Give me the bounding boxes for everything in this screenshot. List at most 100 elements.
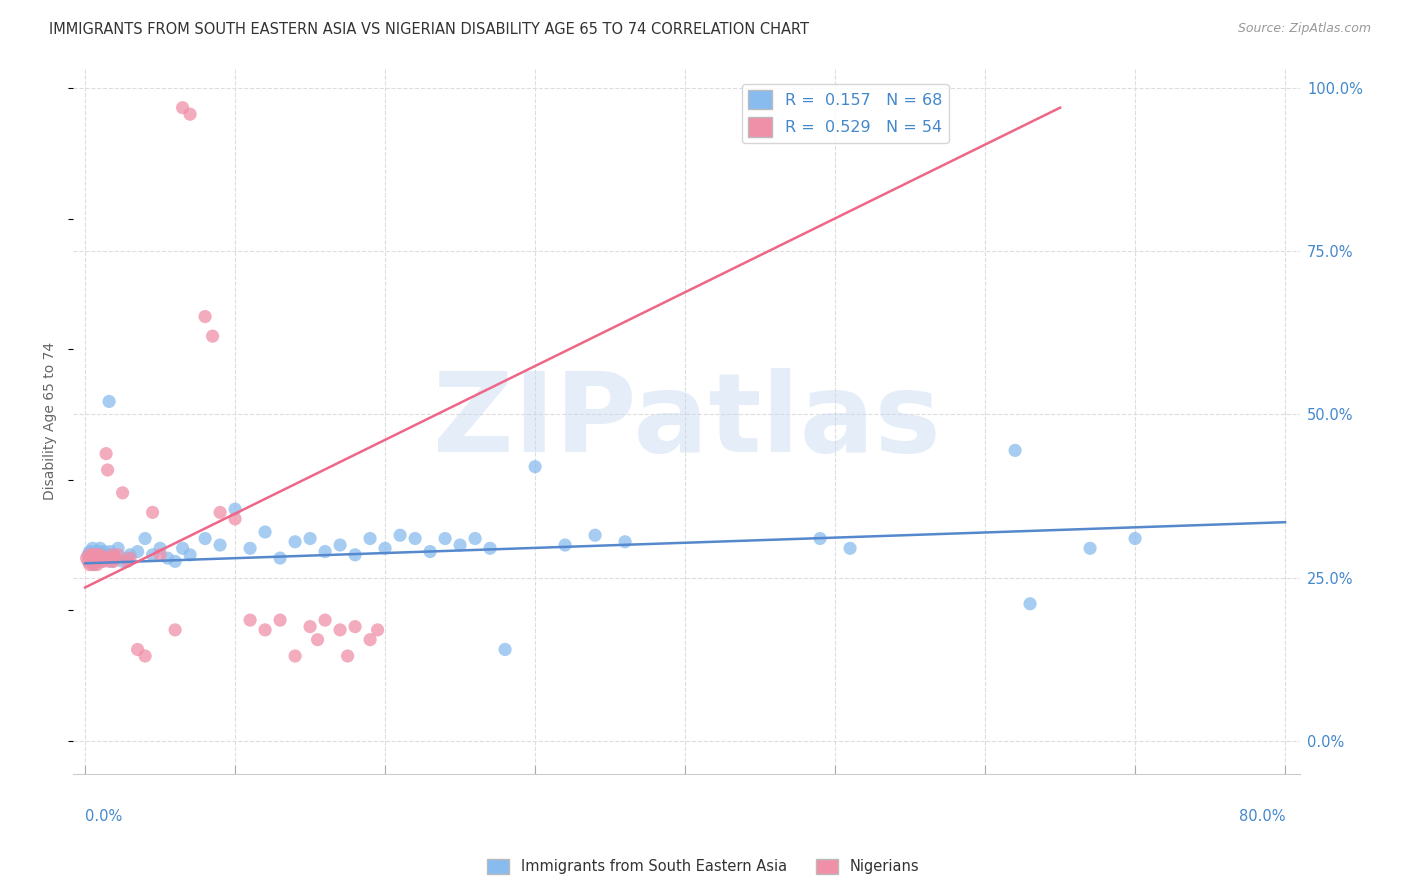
Point xyxy=(329,623,352,637)
Point xyxy=(82,541,104,556)
Point xyxy=(86,558,108,572)
Point xyxy=(84,554,107,568)
Point xyxy=(97,463,120,477)
Point xyxy=(87,554,110,568)
Point xyxy=(115,554,138,568)
Point xyxy=(98,394,121,409)
Text: Source: ZipAtlas.com: Source: ZipAtlas.com xyxy=(1237,22,1371,36)
Point xyxy=(98,554,121,568)
Point xyxy=(1004,443,1026,458)
Text: 0.0%: 0.0% xyxy=(86,809,122,824)
Point xyxy=(179,107,201,121)
Point xyxy=(101,548,124,562)
Point xyxy=(209,505,232,519)
Point xyxy=(86,548,108,562)
Point xyxy=(134,532,156,546)
Point xyxy=(89,548,111,562)
Point xyxy=(83,554,105,568)
Point xyxy=(179,548,201,562)
Point xyxy=(554,538,576,552)
Point xyxy=(419,544,441,558)
Point xyxy=(83,548,105,562)
Point xyxy=(209,538,232,552)
Point xyxy=(299,620,322,634)
Point xyxy=(808,532,831,546)
Point xyxy=(329,538,352,552)
Point xyxy=(142,548,165,562)
Point xyxy=(1019,597,1042,611)
Point xyxy=(80,554,103,568)
Point xyxy=(254,524,277,539)
Point xyxy=(87,551,110,566)
Point xyxy=(172,101,194,115)
Point xyxy=(86,554,108,568)
Point xyxy=(87,551,110,566)
Point xyxy=(120,551,142,566)
Point xyxy=(90,551,112,566)
Point xyxy=(165,554,187,568)
Point xyxy=(142,505,165,519)
Legend: Immigrants from South Eastern Asia, Nigerians: Immigrants from South Eastern Asia, Nige… xyxy=(481,853,925,880)
Point xyxy=(77,548,100,562)
Point xyxy=(367,623,389,637)
Point xyxy=(284,534,307,549)
Point xyxy=(107,548,129,562)
Point xyxy=(82,558,104,572)
Point xyxy=(90,554,112,568)
Point xyxy=(91,551,114,566)
Point xyxy=(101,554,124,568)
Point xyxy=(194,310,217,324)
Point xyxy=(103,554,125,568)
Point xyxy=(104,551,127,566)
Point xyxy=(83,548,105,562)
Point xyxy=(79,558,101,572)
Point xyxy=(224,512,246,526)
Point xyxy=(336,648,359,663)
Point xyxy=(464,532,486,546)
Point xyxy=(77,554,100,568)
Point xyxy=(359,532,381,546)
Point xyxy=(120,548,142,562)
Point xyxy=(239,541,262,556)
Legend: R =  0.157   N = 68, R =  0.529   N = 54: R = 0.157 N = 68, R = 0.529 N = 54 xyxy=(741,84,949,144)
Point xyxy=(100,544,122,558)
Point xyxy=(479,541,502,556)
Point xyxy=(84,544,107,558)
Point xyxy=(524,459,547,474)
Text: IMMIGRANTS FROM SOUTH EASTERN ASIA VS NIGERIAN DISABILITY AGE 65 TO 74 CORRELATI: IMMIGRANTS FROM SOUTH EASTERN ASIA VS NI… xyxy=(49,22,810,37)
Point xyxy=(103,548,125,562)
Point xyxy=(149,541,172,556)
Point xyxy=(86,548,108,562)
Point xyxy=(1078,541,1101,556)
Point xyxy=(314,613,336,627)
Point xyxy=(344,620,367,634)
Point xyxy=(344,548,367,562)
Point xyxy=(89,541,111,556)
Point xyxy=(389,528,412,542)
Point xyxy=(134,648,156,663)
Point xyxy=(583,528,606,542)
Point xyxy=(314,544,336,558)
Point xyxy=(127,544,149,558)
Point xyxy=(76,551,98,566)
Point xyxy=(87,544,110,558)
Point xyxy=(93,544,115,558)
Point xyxy=(79,548,101,562)
Point xyxy=(494,642,516,657)
Text: ZIPatlas: ZIPatlas xyxy=(433,368,941,475)
Point xyxy=(284,648,307,663)
Point xyxy=(239,613,262,627)
Point xyxy=(82,551,104,566)
Point xyxy=(374,541,396,556)
Point xyxy=(94,447,117,461)
Point xyxy=(614,534,637,549)
Point xyxy=(307,632,329,647)
Point xyxy=(93,551,115,566)
Point xyxy=(80,554,103,568)
Point xyxy=(194,532,217,546)
Point xyxy=(107,541,129,556)
Point xyxy=(115,551,138,566)
Point xyxy=(80,551,103,566)
Point xyxy=(84,551,107,566)
Point xyxy=(97,551,120,566)
